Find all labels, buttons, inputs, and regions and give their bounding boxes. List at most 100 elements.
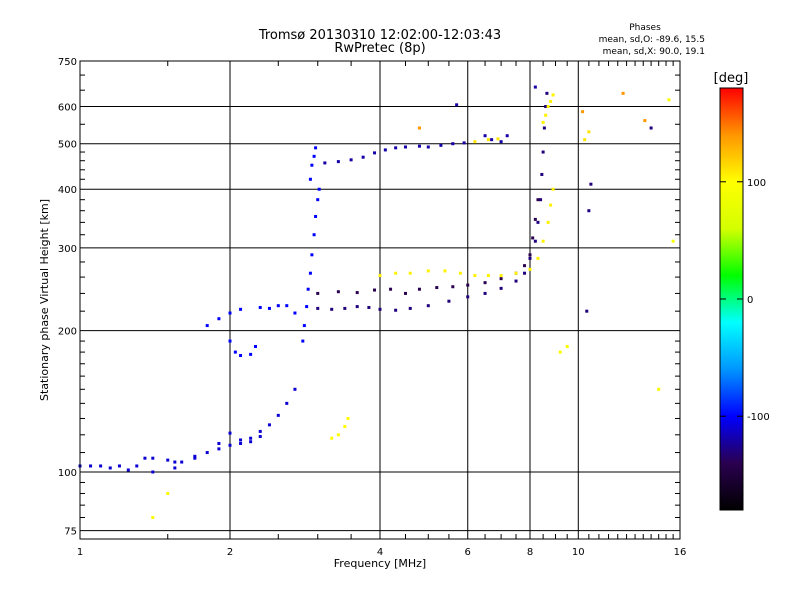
data-point [267, 423, 271, 427]
data-point [228, 431, 232, 435]
data-point [587, 130, 591, 134]
data-point [486, 274, 490, 278]
data-point [455, 103, 459, 107]
colorbar-axis: 100 0 -100 [720, 178, 770, 423]
data-point [533, 239, 537, 243]
data-point [549, 203, 553, 207]
y-tick-label: 500 [58, 140, 77, 151]
stats-line-x: mean, sd,X: 90.0, 19.1 [603, 47, 705, 57]
data-point [546, 105, 550, 109]
data-point [649, 126, 653, 130]
x-axis: 1 2 4 6 8 10 16 [77, 61, 687, 558]
data-point [435, 286, 439, 290]
data-point [285, 401, 289, 405]
x-tick-label: 6 [465, 547, 471, 558]
data-point [545, 91, 549, 95]
x-tick-label: 8 [527, 547, 533, 558]
data-point [193, 454, 197, 458]
data-point [523, 264, 527, 268]
data-point [490, 138, 494, 142]
data-point [349, 158, 353, 162]
data-point [239, 438, 243, 442]
colorbar-tick-label: 100 [747, 178, 766, 189]
y-axis-label: Stationary phase Virtual Height [km] [38, 199, 51, 401]
data-point [276, 304, 280, 308]
data-point [346, 416, 350, 420]
data-point [483, 134, 487, 138]
data-point [536, 256, 540, 260]
y-axis: 75 100 200 300 400 500 600 750 [58, 57, 680, 538]
data-point [293, 311, 297, 315]
data-point [514, 279, 518, 283]
data-point [306, 287, 310, 291]
data-point [143, 456, 147, 460]
data-point [536, 220, 540, 224]
data-point [426, 145, 430, 149]
data-point [408, 271, 412, 275]
data-point [528, 267, 532, 271]
data-point [417, 144, 421, 148]
data-point [451, 285, 455, 289]
x-tick-label: 4 [377, 547, 383, 558]
data-point [361, 155, 365, 159]
data-point [217, 317, 221, 321]
data-point [233, 350, 237, 354]
data-point [505, 134, 509, 138]
data-point [443, 269, 447, 273]
data-point [314, 214, 318, 218]
data-point [458, 271, 462, 275]
data-point [173, 466, 177, 470]
data-point [228, 443, 232, 447]
data-point [166, 491, 170, 495]
data-point [258, 435, 262, 439]
y-tick-label: 750 [58, 57, 77, 68]
data-point [312, 233, 316, 237]
data-point [523, 271, 527, 275]
data-point [671, 239, 675, 243]
data-point [551, 187, 555, 191]
data-point [151, 470, 155, 474]
data-point [293, 387, 297, 391]
data-point [205, 451, 209, 455]
y-tick-label: 400 [58, 185, 77, 196]
y-tick-label: 300 [58, 244, 77, 255]
data-point [447, 299, 451, 303]
data-point [253, 345, 257, 349]
data-point [336, 433, 340, 437]
data-point [540, 172, 544, 176]
data-point [462, 141, 466, 145]
data-point [587, 209, 591, 213]
data-point [355, 291, 359, 295]
data-point [249, 436, 253, 440]
colorbar-tick-label: 0 [747, 295, 753, 306]
data-point [544, 113, 548, 117]
plot-grid [80, 61, 680, 539]
stats-line-o: mean, sd,O: -89.6, 15.5 [599, 35, 705, 45]
data-point [473, 274, 477, 278]
data-point [316, 291, 320, 295]
chart-title: Tromsø 20130310 12:02:00-12:03:43 [258, 28, 501, 43]
data-point [378, 307, 382, 311]
data-point [310, 163, 314, 167]
data-point [389, 287, 393, 291]
data-point [323, 161, 327, 165]
plot-frame [79, 60, 681, 540]
x-tick-label: 10 [572, 547, 585, 558]
data-point [486, 138, 490, 142]
data-point [343, 306, 347, 310]
data-point [667, 98, 671, 102]
data-point [408, 306, 412, 310]
data-point [496, 137, 500, 141]
data-point [108, 466, 112, 470]
data-point [336, 290, 340, 294]
y-tick-label: 100 [58, 468, 77, 479]
x-tick-label: 16 [674, 547, 687, 558]
data-point [367, 305, 371, 309]
chart-subtitle: RwPretec (8p) [334, 41, 425, 56]
data-point [531, 236, 535, 240]
data-point [541, 120, 545, 124]
data-point [539, 198, 543, 202]
data-point [117, 464, 121, 468]
data-point [541, 239, 545, 243]
